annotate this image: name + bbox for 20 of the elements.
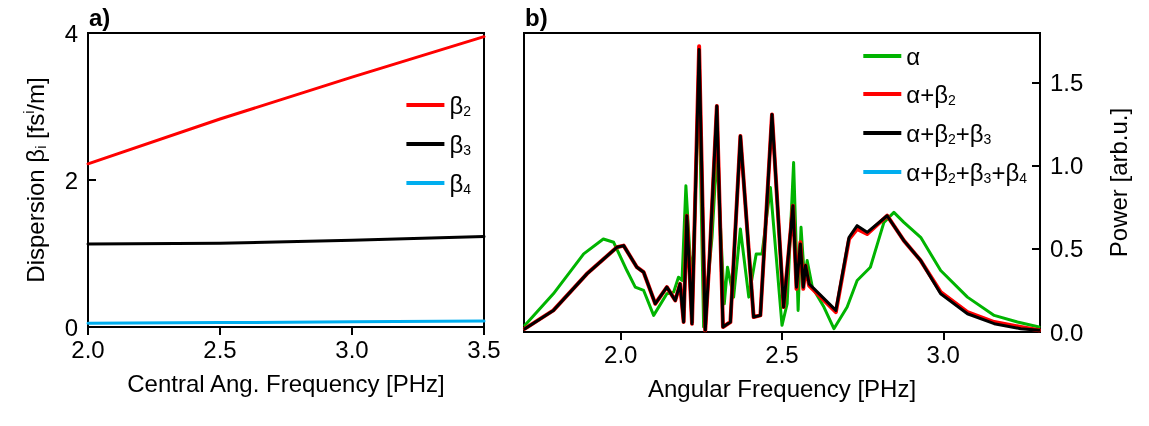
x-tick-label: 3.5	[467, 335, 501, 363]
y-tick-label: 2	[64, 166, 78, 194]
x-tick-label: 2.5	[765, 340, 799, 368]
y2-axis-title: Power [arb.u.]	[1104, 107, 1132, 258]
x-tick-label: 3.0	[926, 340, 960, 368]
y-axis-title: Dispersion βi [fsi/m]	[21, 77, 49, 283]
chart-title: b)	[525, 3, 548, 31]
y2-tick-label: 1.5	[1050, 69, 1084, 97]
y2-tick-label: 1.0	[1050, 152, 1084, 180]
y2-tick-label: 0.0	[1050, 318, 1084, 346]
chart-title: a)	[89, 3, 111, 31]
x-tick-label: 2.5	[203, 335, 237, 363]
x-axis-title: Central Ang. Frequency [PHz]	[127, 369, 445, 397]
x-axis-title: Angular Frequency [PHz]	[647, 374, 917, 402]
x-tick-label: 3.0	[335, 335, 369, 363]
x-tick-label: 2.0	[604, 340, 638, 368]
y2-tick-label: 0.5	[1050, 235, 1084, 263]
legend-label: α	[906, 42, 921, 70]
y-tick-label: 4	[64, 19, 78, 47]
line-series	[86, 35, 486, 166]
